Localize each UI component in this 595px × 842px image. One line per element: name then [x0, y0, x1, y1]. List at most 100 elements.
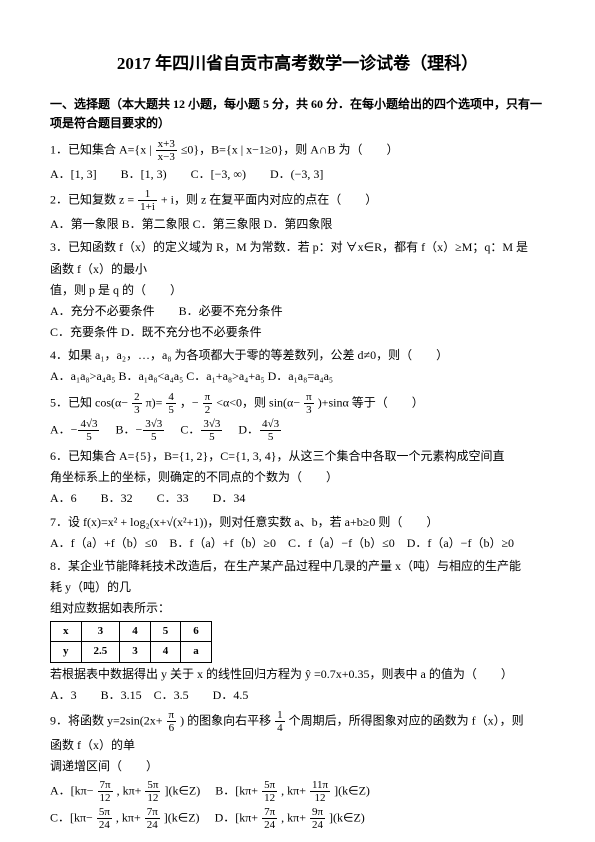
q9A-f2d: 12: [145, 792, 160, 804]
q9A-f1n: 7π: [98, 779, 113, 792]
q6-l1: 6．已知集合 A={5}，B={1, 2}，C={1, 3, 4}，从这三个集合…: [50, 447, 545, 466]
q5-f1n: 2: [132, 391, 142, 404]
q7-options: A．f（a）+f（b）≤0 B．f（a）+f（b）≥0 C．f（a）−f（b）≤…: [50, 534, 545, 553]
q3-l1: 3．已知函数 f（x）的定义域为 R，M 为常数．若 p：对 ∀x∈R，都有 f…: [50, 238, 545, 257]
q3-l2: 函数 f（x）的最小: [50, 260, 545, 279]
q3-opts2: C．充要条件 D．既不充分也不必要条件: [50, 323, 545, 342]
q9B-c: ](k∈Z): [334, 783, 370, 797]
q9-f2n: 1: [275, 709, 285, 722]
q6-options: A．6 B．32 C．33 D．34: [50, 489, 545, 508]
q5-oA: 4√35: [78, 418, 99, 443]
q9C-f2: 7π24: [145, 806, 160, 831]
q5-f3: π2: [203, 391, 213, 416]
q5-b: π)=: [146, 395, 163, 409]
q3-opts1: A．充分不必要条件 B．必要不充分条件: [50, 302, 545, 321]
q5-f3n: π: [203, 391, 213, 404]
q8-options: A．3 B．3.15 C．3.5 D．4.5: [50, 686, 545, 705]
q5-oDd: 5: [260, 431, 281, 443]
q5-oCd: 5: [201, 431, 222, 443]
q9D-f2: 9π24: [310, 806, 325, 831]
q5-oCn: 3√3: [201, 418, 222, 431]
q5-f1d: 3: [132, 404, 142, 416]
q9A-f2n: 5π: [145, 779, 160, 792]
q9C-f1n: 5π: [97, 806, 112, 819]
cell: 4: [150, 642, 181, 663]
cell: 3: [81, 621, 120, 642]
q8-l4: 若根据表中数据得出 y 关于 x 的线性回归方程为 ŷ =0.7x+0.35，则…: [50, 665, 545, 684]
q5-oBn: 3√3: [143, 418, 164, 431]
section-1-head: 一、选择题（本大题共 12 小题，每小题 5 分，共 60 分．在每小题给出的四…: [50, 95, 545, 133]
q8-l4b: =0.7x+0.35，则表中 a 的值为（ ）: [314, 667, 513, 681]
q8-l4a: 若根据表中数据得出 y 关于 x 的线性回归方程为: [50, 667, 305, 681]
q5-oDn: 4√3: [260, 418, 281, 431]
q9C-a: C．[kπ−: [50, 810, 93, 824]
q5-f2d: 5: [166, 404, 176, 416]
q9A-b: , kπ+: [117, 783, 142, 797]
q5-options: A．−4√35 B．−3√35 C．3√35 D．4√35: [50, 418, 545, 443]
q8-table: x 3 4 5 6 y 2.5 3 4 a: [50, 621, 212, 663]
q9-f2: 14: [275, 709, 285, 734]
q9-optsAB: A．[kπ− 7π12 , kπ+ 5π12 ](k∈Z) B．[kπ+ 5π1…: [50, 779, 545, 804]
q5-oBd: 5: [143, 431, 164, 443]
q9B-f1n: 5π: [262, 779, 277, 792]
table-row: x 3 4 5 6: [51, 621, 212, 642]
cell: 6: [181, 621, 212, 642]
q9B-f1d: 12: [262, 792, 277, 804]
q9A-f2: 5π12: [145, 779, 160, 804]
q9D-f2d: 24: [310, 819, 325, 831]
q5-oD: 4√35: [260, 418, 281, 443]
cell: x: [51, 621, 82, 642]
q5-a: 5．已知 cos(α−: [50, 395, 128, 409]
q9A-f1d: 12: [98, 792, 113, 804]
q2-stem-a: 2．已知复数 z =: [50, 192, 134, 206]
q5-f4n: π: [304, 391, 314, 404]
q9D-a: D．[kπ+: [215, 810, 259, 824]
q8-l1: 8．某企业节能降耗技术改造后，在生产某产品过程中几录的产量 x（吨）与相应的生产…: [50, 557, 545, 576]
q5-oB: 3√35: [143, 418, 164, 443]
question-9: 9．将函数 y=2sin(2x+ π6 ) 的图象向右平移 14 个周期后，所得…: [50, 709, 545, 734]
q1-frac-den: x−3: [156, 151, 177, 163]
exam-title: 2017 年四川省自贡市高考数学一诊试卷（理科）: [50, 50, 545, 77]
q5-oAn: 4√3: [78, 418, 99, 431]
q5-f4d: 3: [304, 404, 314, 416]
q1-options: A．[1, 3] B．[1, 3) C．[−3, ∞) D．(−3, 3]: [50, 165, 545, 184]
q2-fraction: 1 1+i: [138, 188, 157, 213]
q9-f1n: π: [167, 709, 177, 722]
question-5: 5．已知 cos(α− 23 π)= 45 ，− π2 <α<0，则 sin(α…: [50, 391, 545, 416]
q1-stem-a: 1．已知集合 A={x |: [50, 142, 152, 156]
question-4: 4．如果 a₁，a₂，…，a₈ 为各项都大于零的等差数列，公差 d≠0，则（ ）: [50, 346, 545, 365]
q9C-f2d: 24: [145, 819, 160, 831]
q9D-c: ](k∈Z): [329, 810, 365, 824]
q9B-f2d: 12: [310, 792, 330, 804]
q2-frac-num: 1: [138, 188, 157, 201]
q9C-b: , kπ+: [116, 810, 141, 824]
q3-l3: 值，则 p 是 q 的（ ）: [50, 281, 545, 300]
cell: a: [181, 642, 212, 663]
q9D-f1d: 24: [262, 819, 277, 831]
q2-stem-b: + i，则 z 在复平面内对应的点在（ ）: [161, 192, 377, 206]
table-row: y 2.5 3 4 a: [51, 642, 212, 663]
question-2: 2．已知复数 z = 1 1+i + i，则 z 在复平面内对应的点在（ ）: [50, 188, 545, 213]
q2-frac-den: 1+i: [138, 201, 157, 213]
q9B-f1: 5π12: [262, 779, 277, 804]
q9A-c: ](k∈Z): [164, 783, 200, 797]
cell: 2.5: [81, 642, 120, 663]
question-7: 7．设 f(x)=x² + log₂(x+√(x²+1))，则对任意实数 a、b…: [50, 513, 545, 532]
q9A-a: A．[kπ−: [50, 783, 94, 797]
q2-options: A．第一象限 B．第二象限 C．第三象限 D．第四象限: [50, 215, 545, 234]
q9-f2d: 4: [275, 722, 285, 734]
q5-f2: 45: [166, 391, 176, 416]
q9D-f1n: 7π: [262, 806, 277, 819]
cell: y: [51, 642, 82, 663]
q9D-b: , kπ+: [281, 810, 306, 824]
q5-oC: 3√35: [201, 418, 222, 443]
cell: 5: [150, 621, 181, 642]
q5-f2n: 4: [166, 391, 176, 404]
q1-stem-b: ≤0}，B={x | x−1≥0}，则 A∩B 为（ ）: [181, 142, 399, 156]
q9C-f1: 5π24: [97, 806, 112, 831]
q9-l2: 函数 f（x）的单: [50, 736, 545, 755]
q9-a: 9．将函数 y=2sin(2x+: [50, 713, 163, 727]
q9-f1d: 6: [167, 722, 177, 734]
q5-f1: 23: [132, 391, 142, 416]
q1-fraction: x+3 x−3: [156, 138, 177, 163]
